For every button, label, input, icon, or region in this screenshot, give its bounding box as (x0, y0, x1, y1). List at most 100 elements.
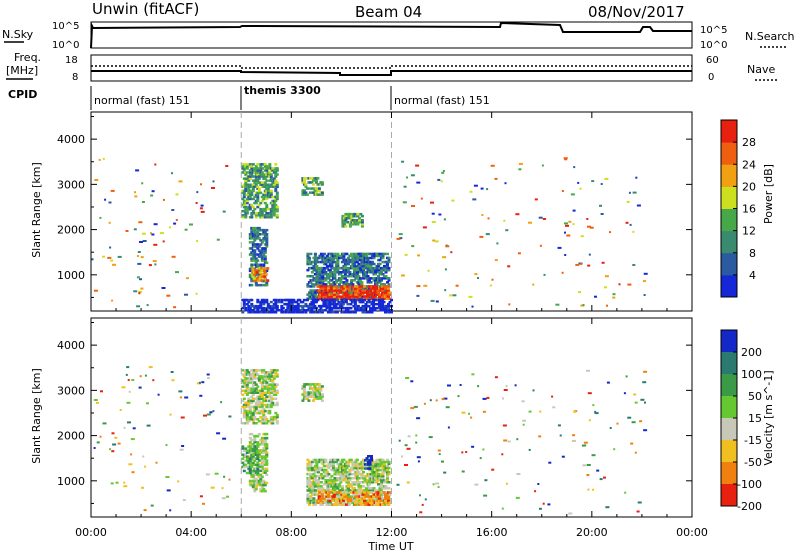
heatmap-cell (198, 381, 201, 384)
heatmap-cell (254, 447, 258, 450)
heatmap-cell (245, 193, 249, 197)
heatmap-cell (387, 260, 391, 264)
heatmap-cell (184, 293, 188, 296)
heatmap-cell (312, 501, 316, 504)
colorbar-tick-label: -200 (737, 500, 762, 513)
heatmap-cell (334, 470, 338, 474)
heatmap-cell (386, 264, 389, 268)
heatmap-cell (138, 221, 143, 224)
heatmap-cell (275, 214, 279, 217)
heatmap-cell (594, 410, 597, 413)
heatmap-cell (254, 401, 258, 405)
colorbar-swatch (721, 186, 737, 209)
heatmap-cell (274, 300, 278, 304)
heatmap-cell (354, 481, 358, 484)
heatmap-cell (264, 273, 268, 276)
heatmap-cell (253, 418, 257, 421)
heatmap-cell (528, 448, 531, 451)
heatmap-cell (309, 285, 313, 288)
heatmap-cell (242, 193, 246, 197)
heatmap-cell (247, 391, 251, 394)
heatmap-cell (366, 291, 369, 294)
heatmap-cell (383, 252, 386, 256)
heatmap-cell (325, 275, 329, 278)
heatmap-cell (357, 491, 361, 494)
heatmap-cell (384, 311, 387, 314)
heatmap-cell (618, 283, 621, 286)
heatmap-cell (480, 187, 484, 190)
heatmap-cell (384, 491, 388, 494)
heatmap-cell (346, 485, 350, 488)
heatmap-cell (260, 212, 264, 215)
heatmap-cell (316, 387, 320, 390)
heatmap-cell (265, 461, 269, 464)
heatmap-cell (514, 384, 517, 387)
heatmap-cell (244, 181, 248, 184)
heatmap-cell (321, 499, 325, 502)
heatmap-cell (592, 404, 595, 407)
heatmap-cell (260, 251, 264, 254)
heatmap-cell (338, 295, 342, 298)
nsky-tick-top-right: 10^5 (700, 25, 727, 36)
heatmap-cell (247, 187, 251, 190)
heatmap-cell (320, 285, 324, 288)
heatmap-cell (244, 189, 248, 193)
heatmap-cell (150, 504, 154, 507)
heatmap-cell (335, 287, 339, 290)
heatmap-cell (344, 297, 348, 300)
heatmap-cell (269, 175, 273, 178)
heatmap-cell (154, 263, 157, 266)
heatmap-cell (248, 177, 252, 180)
heatmap-cell (422, 226, 427, 229)
heatmap-cell (104, 198, 107, 201)
heatmap-cell (320, 181, 324, 184)
heatmap-cell (245, 212, 249, 215)
heatmap-cell (290, 309, 294, 312)
heatmap-cell (361, 304, 365, 308)
heatmap-cell (142, 455, 145, 458)
date-title: 08/Nov/2017 (588, 3, 685, 21)
heatmap-cell (152, 260, 157, 263)
heatmap-cell (482, 448, 485, 451)
heatmap-cell (368, 483, 371, 486)
heatmap-cell (313, 304, 317, 308)
heatmap-cell (440, 180, 443, 183)
heatmap-cell (135, 169, 140, 172)
heatmap-cell (318, 487, 322, 490)
heatmap-cell (423, 284, 428, 287)
heatmap-cell (320, 298, 324, 302)
heatmap-cell (376, 491, 380, 494)
heatmap-cell (381, 474, 385, 478)
heatmap-cell (107, 256, 112, 259)
heatmap-cell (254, 245, 258, 248)
heatmap-cell (502, 397, 504, 400)
heatmap-cell (583, 441, 588, 444)
heatmap-cell (253, 459, 257, 463)
heatmap-cell (256, 283, 260, 287)
heatmap-cell (296, 304, 300, 308)
heatmap-cell (265, 245, 269, 248)
heatmap-cell (245, 377, 249, 380)
heatmap-cell (515, 213, 520, 216)
heatmap-cell (368, 489, 371, 492)
heatmap-cell (382, 306, 386, 310)
heatmap-cell (179, 396, 182, 399)
heatmap-cell (375, 462, 379, 466)
heatmap-cell (386, 281, 389, 284)
heatmap-cell (328, 491, 332, 494)
heatmap-cell (357, 499, 361, 502)
heatmap-cell (260, 383, 264, 386)
heatmap-cell (259, 239, 263, 242)
heatmap-cell (580, 304, 585, 307)
heatmap-cell (262, 407, 266, 411)
heatmap-cell (342, 474, 346, 478)
heatmap-cell (274, 311, 278, 314)
heatmap-cell (327, 481, 331, 484)
heatmap-cell (131, 379, 135, 381)
heatmap-cell (321, 275, 325, 278)
heatmap-cell (307, 306, 311, 310)
heatmap-cell (368, 461, 372, 464)
heatmap-cell (257, 237, 261, 240)
heatmap-cell (275, 420, 279, 423)
